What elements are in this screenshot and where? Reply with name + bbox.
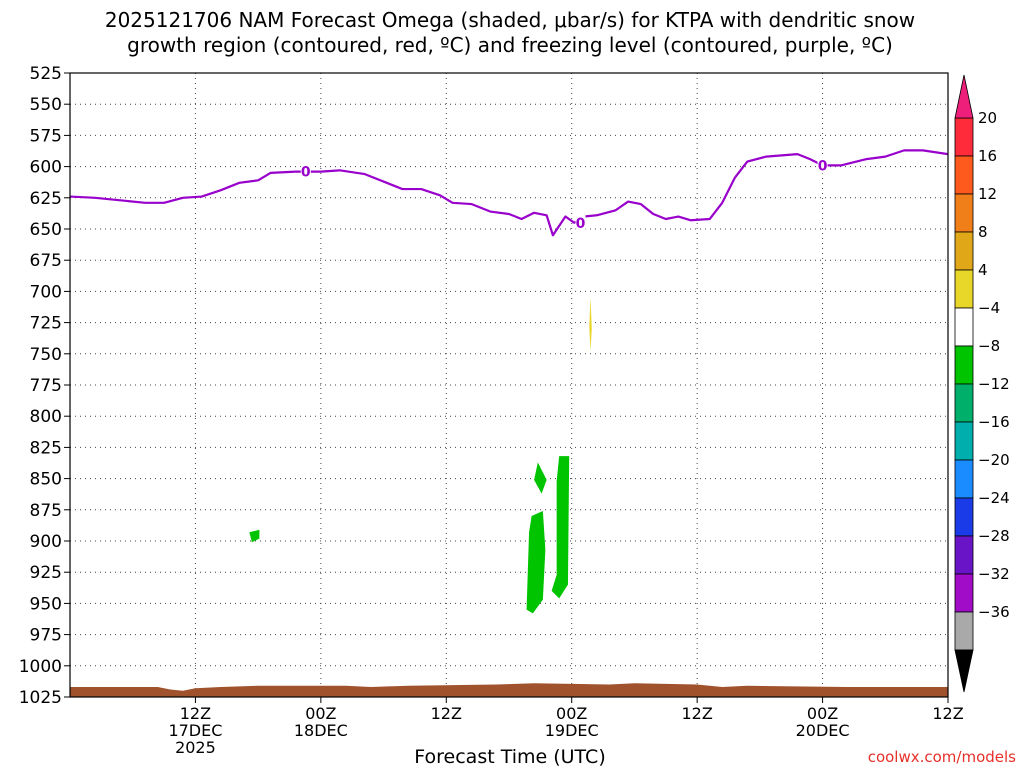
colorbar-swatch [954,193,974,233]
omega-patch [589,297,592,352]
y-tick-label: 550 [30,95,62,115]
colorbar-label: −20 [978,451,1010,469]
colorbar-swatch [954,117,974,157]
colorbar-swatch [954,307,974,347]
credit-text: coolwx.com/models [868,748,1016,766]
freezing-level-line [70,149,948,237]
colorbar-swatch [954,155,974,195]
x-tick-label: 00Z [807,704,838,723]
x-tick-label: 00Z [556,704,587,723]
colorbar-label: −16 [978,413,1010,431]
colorbar-swatch [954,269,974,309]
x-tick-label: 17DEC [168,721,222,740]
colorbar-label: −24 [978,489,1010,507]
y-tick-label: 975 [30,626,62,646]
y-tick-label: 525 [30,64,62,84]
omega-patch [249,529,260,543]
y-tick-label: 875 [30,501,62,521]
x-tick-label: 00Z [305,704,336,723]
y-tick-label: 900 [30,532,62,552]
y-tick-label: 725 [30,314,62,334]
colorbar-arrow-top [954,74,974,119]
y-tick-label: 825 [30,438,62,458]
freezing-label-bg [575,214,586,231]
freezing-label-bg [817,157,828,174]
plot-frame [69,72,949,698]
x-tick-label: 18DEC [294,721,348,740]
chart-title: 2025121706 NAM Forecast Omega (shaded, μ… [105,8,915,57]
colorbar-swatch [954,535,974,575]
colorbar-swatch [954,345,974,385]
x-tick-label: 12Z [180,704,211,723]
y-tick-label: 850 [30,470,62,490]
colorbar: 20 16 12 8 4 −4 −8 −12 −16 −20 −24 −28 −32 −36 [954,74,1010,693]
y-tick-label: 950 [30,594,62,614]
y-tick-label: 650 [30,220,62,240]
colorbar-label: −4 [978,299,1000,317]
colorbar-label: 8 [978,223,988,241]
colorbar-swatch [954,383,974,423]
y-tick-label: 675 [30,251,62,271]
x-tick-label: 12Z [681,704,712,723]
colorbar-label: 4 [978,261,988,279]
y-tick-label: 575 [30,126,62,146]
y-tick-label: 1000 [19,657,62,677]
y-tick-label: 800 [30,407,62,427]
title-line-1: 2025121706 NAM Forecast Omega (shaded, μ… [105,8,915,32]
colorbar-swatch [954,459,974,499]
colorbar-swatch [954,497,974,537]
colorbar-arrow-bottom [954,649,974,693]
colorbar-label: −8 [978,337,1000,355]
freezing-label-bg [300,163,311,180]
colorbar-label: 16 [978,147,997,165]
x-tick-label: 12Z [932,704,963,723]
colorbar-swatch [954,231,974,271]
plot-area: 0 0 0 [69,72,949,698]
x-tick-label: 12Z [431,704,462,723]
colorbar-swatch [954,611,974,651]
omega-patch [551,456,570,599]
colorbar-label: −32 [978,565,1010,583]
colorbar-label: −36 [978,603,1010,621]
omega-patch [534,462,547,494]
colorbar-label: −12 [978,375,1010,393]
colorbar-label: 20 [978,109,997,127]
y-tick-label: 625 [30,189,62,209]
y-axis-ticks: 525 550 575 600 625 650 675 700 725 750 775 800 825 8… [19,64,70,708]
colorbar-label: −28 [978,527,1010,545]
x-tick-label: 19DEC [545,721,599,740]
freezing-level-label: 0 [301,165,311,181]
terrain-fill [70,683,948,697]
x-tick-label: 20DEC [796,721,850,740]
y-tick-label: 600 [30,158,62,178]
y-tick-label: 775 [30,376,62,396]
omega-patch [526,511,546,614]
title-line-2: growth region (contoured, red, ºC) and f… [127,33,893,57]
freezing-level-label: 0 [576,216,586,232]
y-tick-label: 700 [30,282,62,302]
y-tick-label: 750 [30,345,62,365]
freezing-level-label: 0 [818,158,828,174]
colorbar-label: 12 [978,185,997,203]
y-tick-label: 1025 [19,688,62,708]
colorbar-swatch [954,573,974,613]
x-axis-label: Forecast Time (UTC) [414,746,605,768]
colorbar-swatch [954,421,974,461]
x-tick-label: 2025 [175,738,216,757]
y-tick-label: 925 [30,563,62,583]
